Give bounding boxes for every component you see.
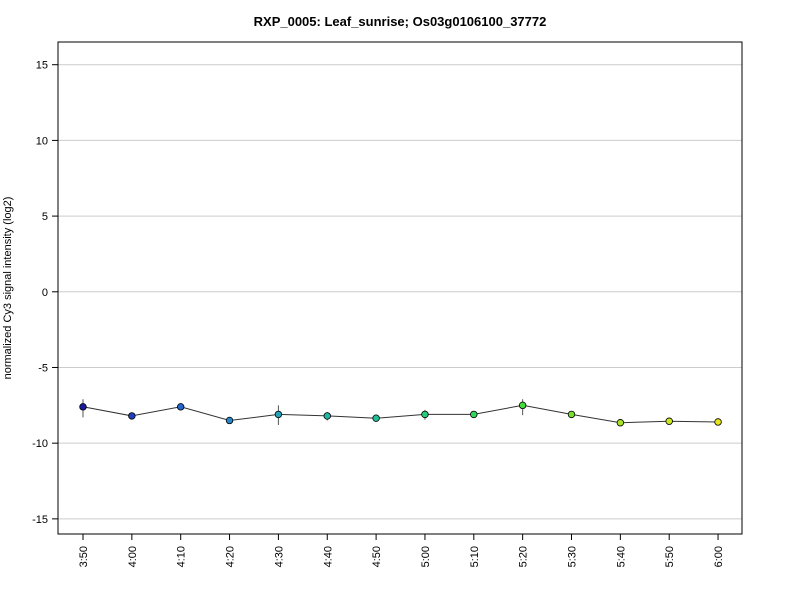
x-tick-label: 5:20 <box>518 546 530 567</box>
x-tick-label: 5:50 <box>664 546 676 567</box>
data-point <box>665 417 673 425</box>
data-point <box>421 410 429 419</box>
x-tick-label: 4:00 <box>127 546 139 567</box>
x-tick-label: 5:40 <box>615 546 627 567</box>
data-point <box>372 414 380 422</box>
y-tick-label: -5 <box>38 362 48 374</box>
data-point <box>470 410 478 419</box>
x-tick-label: 5:00 <box>420 546 432 567</box>
y-tick-label: -10 <box>32 438 48 450</box>
x-tick-label: 5:30 <box>567 546 579 567</box>
y-tick-label: 15 <box>36 60 48 72</box>
y-tick-label: 5 <box>42 211 48 223</box>
x-axis: 3:50 4:00 4:10 4:20 4:30 4:40 4:50 5:00 5:10 5:20… <box>78 533 725 567</box>
x-tick-label: 4:50 <box>371 546 383 567</box>
x-tick-label: 6:00 <box>713 546 725 567</box>
y-axis: 15 10 5 0 -5 -10 -15 <box>32 60 58 526</box>
x-tick-label: 4:30 <box>273 546 285 567</box>
chart-title: RXP_0005: Leaf_sunrise; Os03g0106100_377… <box>254 14 547 29</box>
data-point <box>323 412 331 420</box>
plot-frame <box>57 41 743 535</box>
data-point <box>176 403 185 411</box>
x-tick-label: 4:10 <box>176 546 188 567</box>
data-point <box>567 410 576 419</box>
data-point <box>274 410 283 419</box>
x-tick-label: 4:20 <box>225 546 237 567</box>
data-points <box>79 401 722 427</box>
data-point <box>616 419 625 427</box>
y-tick-label: 10 <box>36 135 48 147</box>
gridlines <box>58 64 742 520</box>
series-line <box>82 404 719 424</box>
data-point <box>518 401 527 410</box>
x-tick-label: 3:50 <box>78 546 90 567</box>
x-tick-label: 5:10 <box>469 546 481 567</box>
data-point <box>714 418 722 426</box>
data-point <box>225 416 234 425</box>
data-point <box>79 403 87 411</box>
y-tick-label: 0 <box>42 287 48 299</box>
y-tick-label: -15 <box>32 514 48 526</box>
y-axis-label: normalized Cy3 signal intensity (log2) <box>2 197 14 380</box>
x-tick-label: 4:40 <box>322 546 334 567</box>
data-point <box>128 412 136 420</box>
